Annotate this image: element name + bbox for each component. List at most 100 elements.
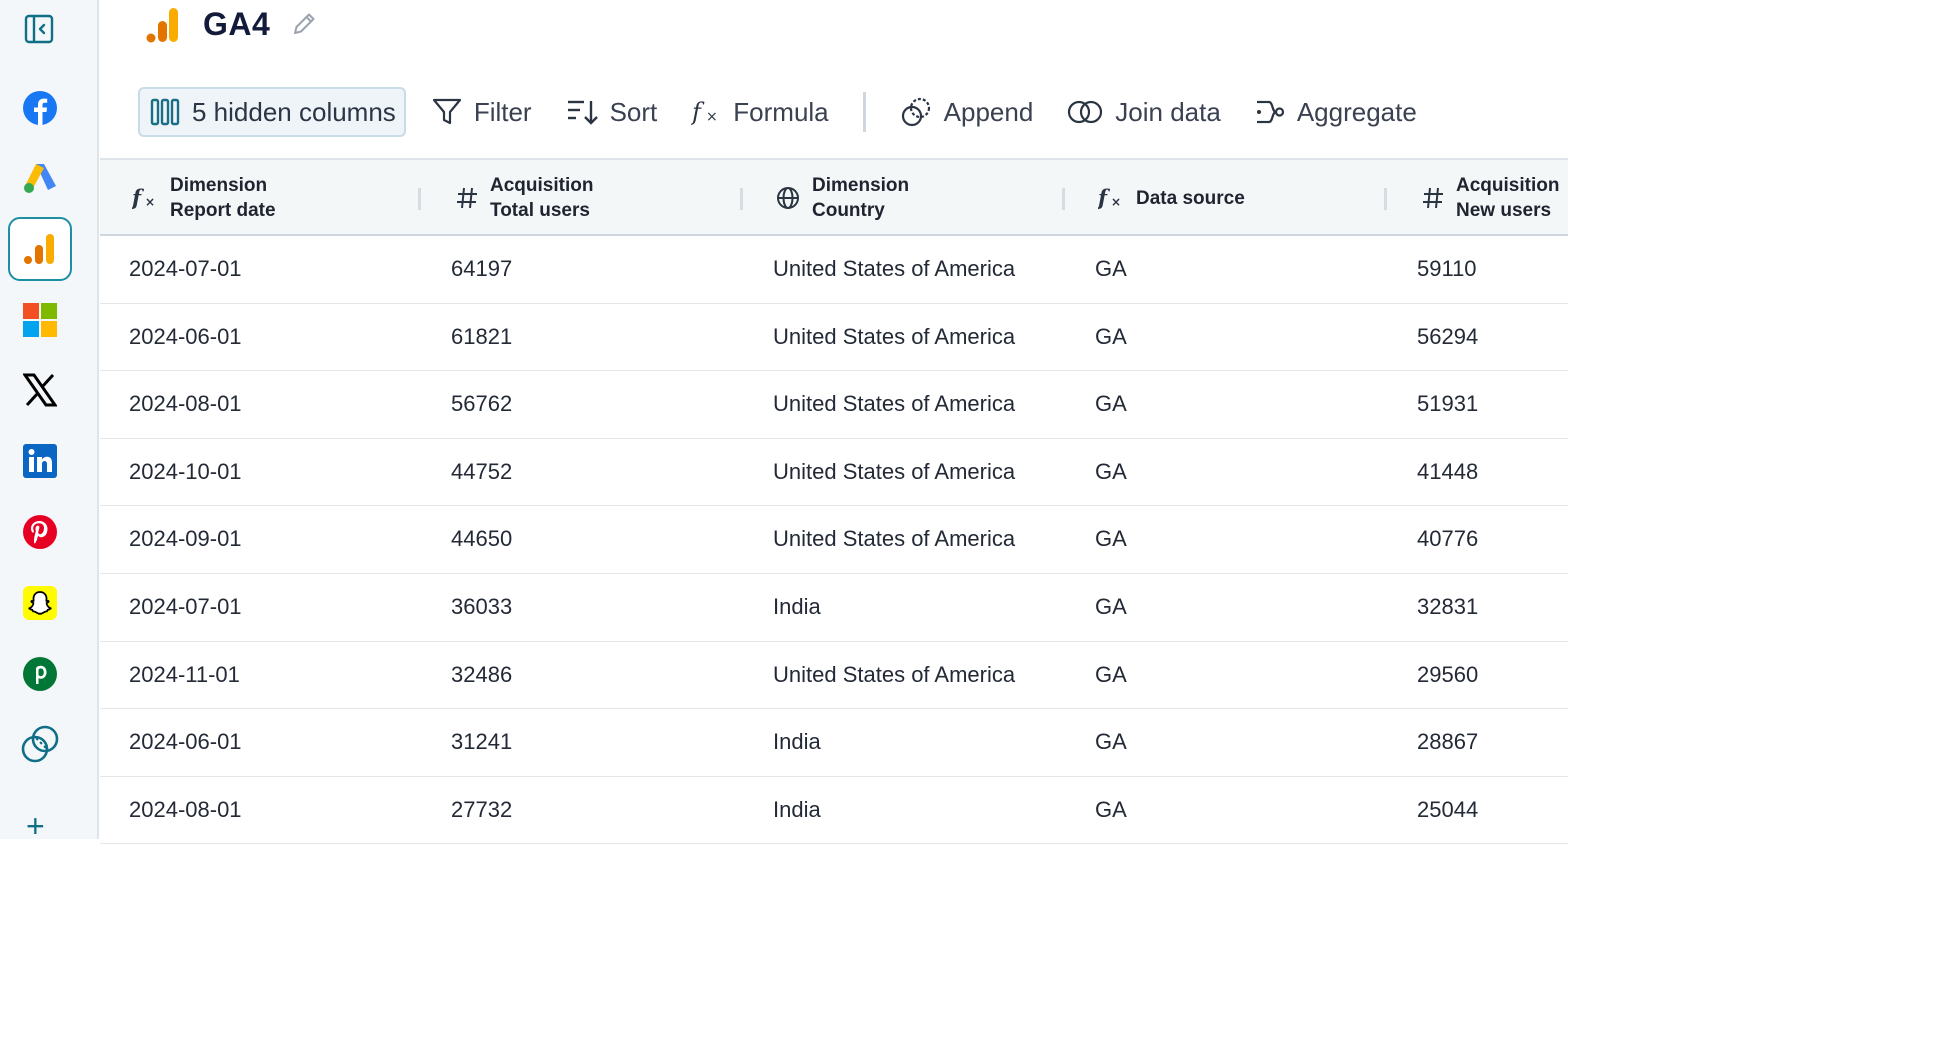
cell-new-users: 28867 (1417, 729, 1479, 755)
column-header-new-users[interactable]: Acquisition New users (1422, 160, 1559, 236)
page-header: GA4 (145, 0, 318, 48)
aggregate-button[interactable]: Aggregate (1255, 87, 1417, 137)
cell-new-users: 51931 (1417, 391, 1479, 417)
google-analytics-icon (24, 234, 54, 264)
sidebar-item-google-analytics[interactable] (8, 217, 72, 281)
facebook-icon (23, 91, 57, 125)
cell-country: India (773, 729, 821, 755)
filter-icon (432, 98, 461, 125)
cell-report-date: 2024-06-01 (129, 729, 242, 755)
column-header-total-users[interactable]: Acquisition Total users (456, 160, 593, 236)
cell-data-source: GA (1095, 796, 1127, 822)
column-header-data-source[interactable]: f × Data source (1098, 160, 1245, 236)
table-row[interactable]: 2024-06-01 31241 India GA 28867 (100, 709, 1568, 777)
hidden-columns-button[interactable]: 5 hidden columns (138, 87, 406, 137)
cell-country: United States of America (773, 661, 1016, 687)
svg-text:×: × (145, 195, 155, 209)
append-button[interactable]: Append (900, 87, 1034, 137)
column-header-line2: Data source (1136, 187, 1245, 209)
cell-new-users: 32831 (1417, 593, 1479, 619)
join-icon (1068, 100, 1103, 124)
sidebar-item-google-ads[interactable] (8, 146, 72, 210)
filter-label: Filter (473, 96, 532, 127)
table-row[interactable]: 2024-11-01 32486 United States of Americ… (100, 642, 1568, 710)
cell-report-date: 2024-08-01 (129, 391, 242, 417)
formula-button[interactable]: f × Formula (691, 87, 828, 137)
cell-country: India (773, 593, 821, 619)
join-data-button[interactable]: Join data (1067, 87, 1221, 137)
cell-country: United States of America (773, 256, 1016, 281)
cell-total-users: 36033 (451, 593, 513, 619)
table-row[interactable]: 2024-07-01 36033 India GA 32831 (100, 574, 1568, 642)
table-row[interactable]: 2024-08-01 56762 United States of Americ… (100, 371, 1568, 439)
table-row[interactable]: 2024-07-01 64197 United States of Americ… (100, 236, 1568, 304)
globe-icon (776, 186, 800, 210)
column-header-line2: Total users (490, 200, 590, 221)
sidebar-item-microsoft[interactable] (8, 288, 72, 352)
sort-label: Sort (609, 96, 658, 127)
hidden-columns-label: 5 hidden columns (192, 96, 396, 127)
column-resize-handle[interactable] (1062, 188, 1065, 210)
cell-country: India (773, 796, 821, 822)
svg-text:×: × (706, 109, 718, 125)
pinterest-icon (23, 515, 57, 549)
sidebar-item-snapchat[interactable] (8, 571, 72, 635)
column-header-country[interactable]: Dimension Country (776, 160, 909, 236)
table-header: f × Dimension Report date Acquisition Total… (100, 158, 1568, 236)
sidebar-item-x[interactable] (8, 358, 72, 422)
sidebar-item-pipedrive[interactable] (8, 642, 72, 706)
column-header-line1: Dimension (812, 175, 910, 196)
sidebar-item-blend[interactable] (8, 712, 72, 776)
sidebar-item-facebook[interactable] (8, 76, 72, 140)
cell-country: United States of America (773, 323, 1016, 349)
sidebar: + (0, 0, 99, 844)
toolbar-divider (862, 92, 866, 132)
cell-report-date: 2024-11-01 (129, 661, 240, 687)
column-resize-handle[interactable] (740, 188, 743, 210)
cell-total-users: 64197 (451, 256, 513, 281)
cell-new-users: 29560 (1417, 661, 1479, 687)
cell-data-source: GA (1095, 526, 1127, 552)
sort-icon (567, 100, 598, 125)
toolbar: 5 hidden columns Filter Sort f × Formula… (138, 86, 1451, 138)
column-resize-handle[interactable] (418, 188, 421, 210)
google-ads-icon (24, 164, 56, 193)
blend-icon (21, 725, 59, 763)
cell-total-users: 44650 (451, 526, 513, 552)
collapse-sidebar-icon[interactable] (22, 12, 56, 46)
column-resize-handle[interactable] (1384, 188, 1387, 210)
cell-report-date: 2024-09-01 (129, 526, 242, 552)
table-row[interactable]: 2024-08-01 27732 India GA 25044 (100, 777, 1568, 845)
table-row[interactable]: 2024-09-01 44650 United States of Americ… (100, 506, 1568, 574)
table-row[interactable]: 2024-10-01 44752 United States of Americ… (100, 439, 1568, 507)
formula-icon: f × (1098, 185, 1124, 211)
sidebar-item-pinterest[interactable] (8, 500, 72, 564)
column-header-report-date[interactable]: f × Dimension Report date (132, 160, 276, 236)
cell-new-users: 41448 (1417, 458, 1479, 484)
column-header-line1: Acquisition (1456, 175, 1560, 196)
sort-button[interactable]: Sort (566, 87, 658, 137)
cell-new-users: 56294 (1417, 323, 1479, 349)
svg-text:f: f (1098, 185, 1111, 210)
snapchat-icon (23, 586, 57, 620)
x-icon (23, 373, 57, 407)
hash-icon (1422, 186, 1444, 210)
formula-icon: f × (691, 98, 718, 126)
append-label: Append (943, 96, 1034, 127)
cell-new-users: 40776 (1417, 526, 1479, 552)
cell-report-date: 2024-10-01 (129, 458, 242, 484)
sidebar-item-linkedin[interactable] (8, 429, 72, 493)
cell-new-users: 25044 (1417, 796, 1479, 822)
cell-data-source: GA (1095, 256, 1127, 281)
cell-total-users: 44752 (451, 458, 513, 484)
table-row[interactable]: 2024-06-01 61821 United States of Americ… (100, 304, 1568, 372)
cell-data-source: GA (1095, 729, 1127, 755)
svg-text:f: f (132, 185, 145, 210)
column-header-line1: Acquisition (490, 175, 594, 196)
add-source-button[interactable]: + (26, 808, 45, 844)
formula-label: Formula (733, 96, 829, 127)
edit-title-icon[interactable] (290, 10, 318, 38)
cell-report-date: 2024-08-01 (129, 796, 242, 822)
filter-button[interactable]: Filter (432, 87, 532, 137)
aggregate-label: Aggregate (1296, 96, 1417, 127)
